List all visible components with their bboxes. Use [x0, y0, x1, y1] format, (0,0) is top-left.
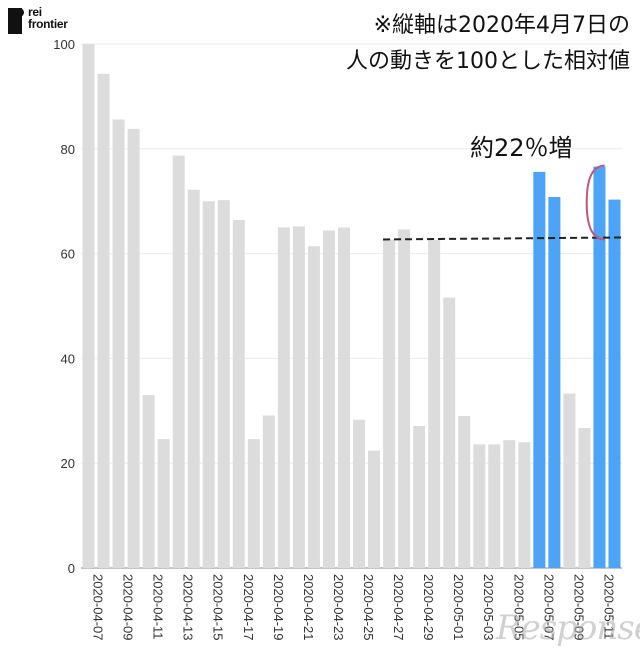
- x-tick-label: 2020-04-25: [361, 574, 376, 641]
- bar: [563, 393, 576, 568]
- bar: [473, 444, 486, 568]
- bar: [292, 226, 305, 569]
- increase-bracket: [585, 164, 605, 241]
- bar: [428, 239, 441, 568]
- bar: [383, 239, 396, 568]
- y-tick-label: 20: [61, 456, 75, 471]
- bar: [503, 440, 516, 568]
- x-tick-label: 2020-04-23: [331, 574, 346, 641]
- increase-annotation: 約22％増: [470, 134, 573, 162]
- bar: [608, 199, 621, 569]
- x-tick-label: 2020-05-09: [571, 574, 586, 641]
- bar: [337, 227, 350, 568]
- bar: [217, 200, 230, 569]
- axis-note-line1: ※縦軸は2020年4月7日の: [373, 13, 630, 38]
- bar: [157, 439, 170, 568]
- x-tick-label: 2020-04-07: [91, 574, 106, 641]
- bar: [353, 419, 366, 568]
- x-tick-label: 2020-04-11: [151, 574, 166, 640]
- reference-line: [383, 236, 624, 241]
- axis-note-line2: 人の動きを100とした相対値: [346, 49, 630, 74]
- bar: [232, 220, 245, 568]
- x-tick-label: 2020-04-17: [241, 574, 256, 641]
- bar: [142, 395, 155, 568]
- bar: [172, 155, 185, 568]
- y-tick-label: 60: [61, 247, 75, 262]
- logo-line2: frontier: [28, 17, 68, 31]
- bars: [82, 44, 621, 569]
- x-tick-label: 2020-04-13: [181, 574, 196, 641]
- x-tick-labels: 2020-04-07 2020-04-09 2020-04-11 2020-04-13…: [91, 574, 617, 641]
- rei-frontier-logo: rei frontier: [8, 6, 98, 40]
- y-tick-label: 40: [61, 351, 75, 366]
- x-tick-label: 2020-04-21: [301, 574, 316, 641]
- x-tick-label: 2020-04-27: [391, 574, 406, 641]
- x-tick-label: 2020-05-07: [541, 574, 556, 641]
- bar: [488, 444, 501, 568]
- bar: [187, 189, 200, 568]
- x-tick-label: 2020-05-05: [511, 574, 526, 641]
- bar: [277, 227, 290, 568]
- bar: [458, 416, 471, 568]
- bar: [322, 230, 335, 568]
- y-tick-label: 80: [61, 142, 75, 157]
- x-tick-label: 2020-04-29: [421, 574, 436, 641]
- bar: [262, 415, 275, 568]
- bar: [112, 119, 125, 569]
- grid-lines: [81, 43, 622, 569]
- bar: [82, 44, 95, 568]
- axis-note: ※縦軸は2020年4月7日の 人の動きを100とした相対値: [346, 8, 630, 80]
- y-tick-labels: 0 20 40 60 80 100: [53, 37, 75, 576]
- bar: [578, 428, 591, 568]
- bar: [368, 450, 381, 568]
- bar: [127, 128, 140, 568]
- annotations-overlay: [383, 164, 624, 241]
- bar: [247, 439, 260, 568]
- y-tick-label: 100: [53, 37, 75, 52]
- x-tick-label: 2020-05-01: [451, 574, 466, 641]
- y-tick-label: 0: [68, 561, 75, 576]
- logo-line1: rei: [28, 5, 42, 19]
- x-tick-label: 2020-04-19: [271, 574, 286, 641]
- bar: [307, 246, 320, 568]
- bar: [518, 442, 531, 568]
- bar: [413, 425, 426, 568]
- watermark: Response.: [496, 608, 640, 648]
- bar: [97, 73, 110, 569]
- bar: [202, 201, 215, 568]
- x-tick-label: 2020-04-09: [121, 574, 136, 641]
- bar: [443, 297, 456, 568]
- x-tick-label: 2020-04-15: [211, 574, 226, 641]
- logo-mark-icon: [8, 8, 24, 34]
- bar: [548, 197, 561, 568]
- x-tick-label: 2020-05-03: [481, 574, 496, 641]
- bar: [398, 229, 411, 568]
- bar: [533, 171, 546, 568]
- x-tick-label: 2020-05-11: [601, 574, 616, 640]
- bar: [593, 166, 606, 568]
